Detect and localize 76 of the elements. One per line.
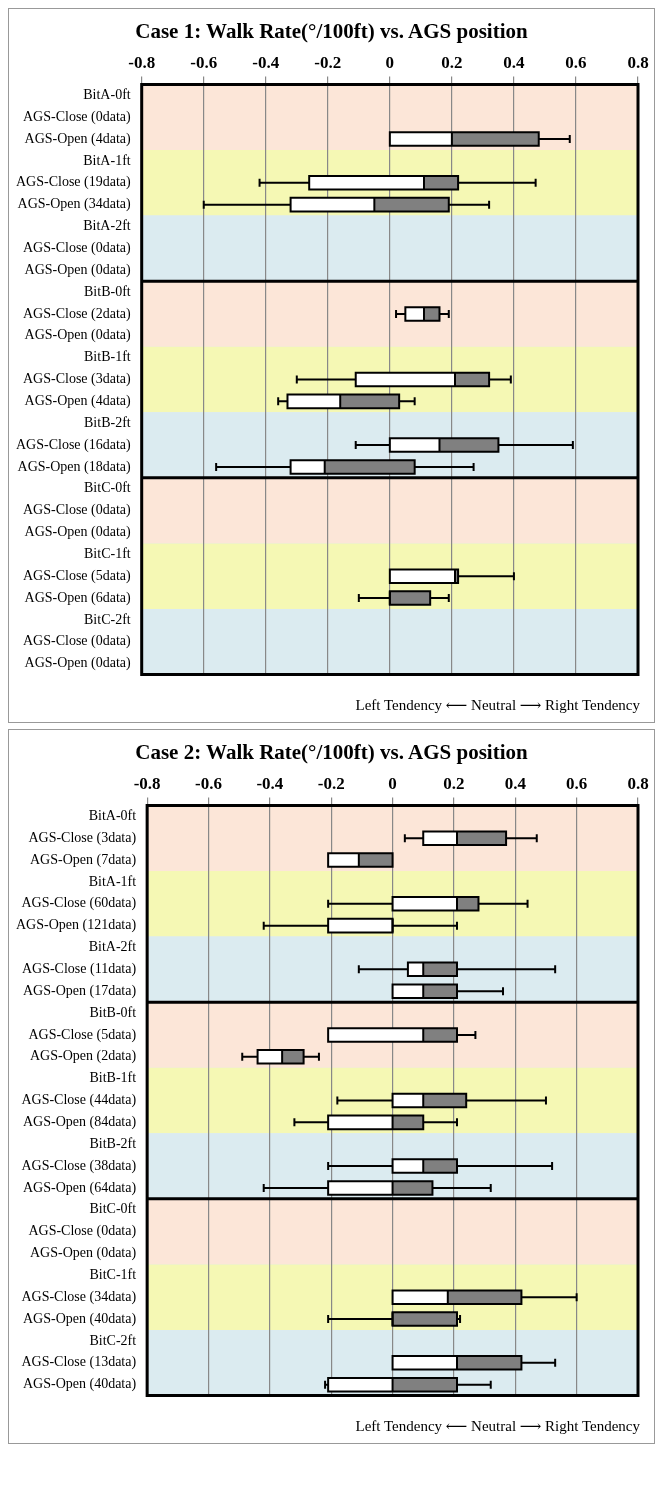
y-tick-label: AGS-Close (0data): [23, 240, 132, 257]
y-tick-label: AGS-Open (0data): [24, 524, 132, 541]
y-tick-label: AGS-Close (11data): [21, 961, 137, 978]
x-tick-label: 0.2: [441, 52, 463, 72]
y-tick-label: AGS-Close (13data): [21, 1354, 137, 1371]
y-tick-label: BitC-2ft: [89, 1332, 137, 1348]
y-tick-label: AGS-Open (40data): [22, 1376, 137, 1393]
x-tick-label: 0.6: [566, 773, 588, 793]
x-tick-label: -0.8: [128, 52, 156, 72]
x-tick-label: 0.2: [443, 773, 465, 793]
y-tick-label: BitA-2ft: [88, 939, 137, 955]
y-tick-label: AGS-Close (16data): [16, 436, 132, 453]
y-tick-label: AGS-Open (0data): [29, 1245, 137, 1262]
y-tick-label: AGS-Open (4data): [24, 130, 132, 147]
chart-title: Case 2: Walk Rate(°/100ft) vs. AGS position: [134, 740, 529, 765]
y-tick-label: BitC-1ft: [89, 1267, 137, 1283]
y-tick-label: AGS-Open (18data): [17, 458, 132, 475]
y-tick-label: AGS-Open (4data): [24, 393, 132, 410]
x-tick-label: 0.4: [504, 773, 527, 793]
y-tick-label: BitB-1ft: [84, 349, 131, 365]
y-tick-label: AGS-Close (2data): [23, 305, 132, 322]
y-tick-label: BitA-1ft: [88, 873, 137, 889]
y-tick-label: AGS-Open (17data): [22, 982, 137, 999]
x-tick-label: -0.8: [133, 773, 161, 793]
x-tick-label: 0: [385, 52, 395, 72]
y-tick-label: AGS-Close (0data): [23, 502, 132, 519]
y-tick-label: BitC-1ft: [84, 546, 131, 562]
x-tick-label: -0.4: [256, 773, 284, 793]
y-tick-label: BitC-2ft: [84, 611, 131, 627]
y-tick-label: AGS-Open (0data): [24, 655, 132, 672]
y-tick-label: AGS-Close (38data): [21, 1157, 137, 1174]
y-tick-label: AGS-Close (19data): [16, 174, 132, 191]
y-tick-label: AGS-Open (64data): [22, 1179, 137, 1196]
y-tick-label: BitA-2ft: [83, 218, 131, 234]
y-tick-label: AGS-Close (0data): [28, 1223, 137, 1240]
chart-title: Case 1: Walk Rate(°/100ft) vs. AGS position: [134, 19, 529, 44]
x-tick-label: -0.4: [252, 52, 280, 72]
y-tick-label: AGS-Open (6data): [24, 589, 132, 606]
y-tick-label: BitC-0ft: [89, 1201, 137, 1217]
x-tick-label: 0.4: [503, 52, 526, 72]
y-tick-label: AGS-Open (0data): [24, 261, 132, 278]
y-tick-label: AGS-Close (60data): [21, 895, 137, 912]
x-tick-label: 0: [388, 773, 397, 793]
y-tick-label: AGS-Open (0data): [24, 327, 132, 344]
y-tick-label: AGS-Open (121data): [15, 917, 137, 934]
x-tick-label: -0.2: [314, 52, 342, 72]
y-tick-label: AGS-Close (5data): [23, 567, 132, 584]
y-tick-label: BitA-0ft: [88, 808, 137, 823]
y-tick-label: AGS-Open (34data): [17, 196, 132, 213]
x-tick-label: -0.6: [195, 773, 222, 793]
y-tick-label: AGS-Close (3data): [23, 371, 132, 388]
y-tick-label: AGS-Close (34data): [21, 1288, 137, 1305]
y-tick-label: AGS-Close (3data): [28, 829, 137, 846]
x-axis-title: Left Tendency ⟵ Neutral ⟶ Right Tendency: [354, 696, 641, 714]
y-tick-label: AGS-Open (84data): [22, 1114, 137, 1131]
y-tick-label: BitC-0ft: [84, 480, 131, 496]
y-tick-label: AGS-Close (0data): [23, 108, 132, 125]
x-tick-label: -0.6: [190, 52, 218, 72]
x-tick-label: 0.8: [627, 52, 649, 72]
y-tick-label: AGS-Open (40data): [22, 1310, 137, 1327]
y-tick-label: AGS-Close (44data): [21, 1092, 137, 1109]
y-tick-label: AGS-Close (5data): [28, 1026, 137, 1043]
x-tick-label: 0.8: [627, 773, 649, 793]
y-tick-label: BitA-0ft: [83, 87, 131, 102]
y-tick-label: BitB-1ft: [89, 1070, 137, 1086]
y-tick-label: AGS-Open (2data): [29, 1048, 137, 1065]
y-tick-label: BitB-0ft: [84, 283, 131, 299]
x-axis-title: Left Tendency ⟵ Neutral ⟶ Right Tendency: [354, 1417, 641, 1435]
x-tick-label: 0.6: [565, 52, 587, 72]
y-tick-label: BitA-1ft: [83, 152, 131, 168]
y-tick-label: AGS-Close (0data): [23, 633, 132, 650]
y-tick-label: BitB-0ft: [89, 1004, 137, 1020]
y-tick-label: BitB-2ft: [89, 1135, 137, 1151]
x-tick-label: -0.2: [317, 773, 345, 793]
y-tick-label: BitB-2ft: [84, 414, 131, 430]
y-tick-label: AGS-Open (7data): [29, 851, 137, 868]
